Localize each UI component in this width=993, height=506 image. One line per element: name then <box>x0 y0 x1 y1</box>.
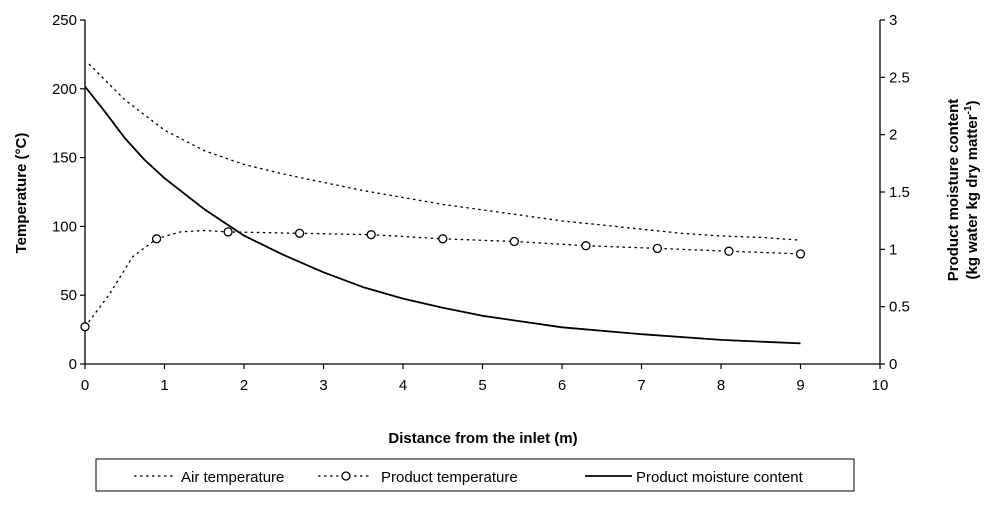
series-layer <box>80 63 806 345</box>
series-point-product-temperature <box>366 230 376 240</box>
y2-tick-label: 1.5 <box>889 184 910 201</box>
y2-axis-title-line1: Product moisture content <box>945 99 962 282</box>
y2-axis-title-close: ) <box>964 101 981 106</box>
x-tick-label: 10 <box>872 377 889 394</box>
series-point-product-temperature <box>223 227 233 237</box>
series-point-product-temperature <box>509 236 519 247</box>
series-line-product-moisture-content <box>84 85 801 345</box>
legend-product-temperature-marker <box>341 471 351 481</box>
series-point-product-temperature <box>438 234 448 244</box>
series-point-product-temperature <box>151 234 162 244</box>
x-tick-label: 7 <box>637 377 645 394</box>
y2-axis-title-line2: (kg water kg dry matter-1) <box>963 101 981 280</box>
y2-tick-label: 0.5 <box>889 299 910 316</box>
y-tick-label: 0 <box>69 356 77 373</box>
x-tick-label: 6 <box>558 377 566 394</box>
y2-axis-title-sup: -1 <box>963 105 974 114</box>
series-point-product-temperature <box>294 228 305 238</box>
y-tick-label: 200 <box>52 81 77 98</box>
x-tick-label: 0 <box>81 377 89 394</box>
series-point-product-temperature <box>724 246 734 256</box>
x-tick-label: 5 <box>478 377 486 394</box>
legend: Air temperature Product temperature Prod… <box>95 458 855 492</box>
legend-box <box>95 458 855 492</box>
legend-product-temperature-label: Product temperature <box>381 469 518 486</box>
x-tick-label: 8 <box>717 377 725 394</box>
y-axis-title: Temperature (°C) <box>13 133 30 254</box>
y2-tick-label: 0 <box>889 356 897 373</box>
y2-tick-label: 2.5 <box>889 69 910 86</box>
y2-tick-label: 2 <box>889 127 897 144</box>
x-tick-label: 1 <box>160 377 168 394</box>
series-point-product-temperature <box>652 243 663 254</box>
series-point-product-temperature <box>581 241 591 251</box>
plot-area <box>84 20 881 365</box>
y2-tick-label: 1 <box>889 241 897 258</box>
x-tick-label: 9 <box>796 377 804 394</box>
y-tick-label: 100 <box>52 218 77 235</box>
legend-air-temperature-label: Air temperature <box>181 469 284 486</box>
x-tick-label: 3 <box>319 377 327 394</box>
series-line-product-temperature <box>84 229 801 328</box>
series-line-air-temperature <box>88 63 801 241</box>
series-point-product-temperature <box>80 322 90 332</box>
series-point-product-temperature <box>795 249 806 259</box>
x-axis-title: Distance from the inlet (m) <box>388 430 577 447</box>
y-tick-label: 150 <box>52 150 77 167</box>
legend-product-moisture-label: Product moisture content <box>636 469 804 486</box>
x-tick-label: 4 <box>399 377 407 394</box>
y-tick-label: 50 <box>60 287 77 304</box>
y2-axis-title-main: (kg water kg dry matter <box>964 114 981 279</box>
y2-tick-label: 3 <box>889 12 897 29</box>
x-tick-label: 2 <box>240 377 248 394</box>
y-tick-label: 250 <box>52 12 77 29</box>
